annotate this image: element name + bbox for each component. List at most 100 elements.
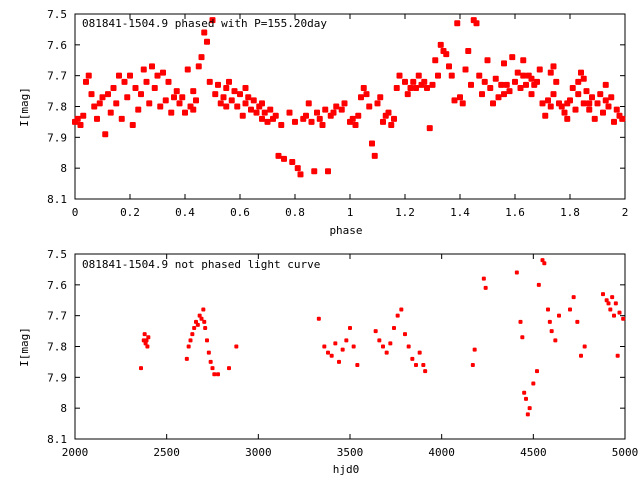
data-point [553, 338, 558, 343]
data-point [193, 97, 199, 104]
data-point [91, 103, 98, 110]
data-point [546, 307, 550, 312]
data-point [395, 313, 400, 318]
data-point [135, 106, 142, 113]
data-point [228, 97, 235, 104]
data-point [531, 381, 536, 386]
data-point [338, 106, 345, 113]
data-point [483, 285, 488, 290]
data-point [94, 115, 100, 122]
data-point [617, 310, 622, 315]
data-point [143, 78, 150, 85]
data-point [528, 75, 535, 82]
data-point [245, 94, 252, 101]
x-axis-ticks: 2000 2500 3000 3500 4000 4500 5000 [62, 254, 638, 459]
data-point [322, 106, 329, 113]
data-point [351, 344, 356, 349]
y-tick-label: 7.8 [47, 341, 67, 354]
data-point [145, 344, 150, 349]
data-point [99, 94, 106, 101]
data-point [501, 91, 507, 98]
data-point [267, 106, 274, 113]
data-point [173, 88, 180, 95]
data-point [209, 17, 216, 24]
data-point [201, 29, 208, 36]
data-point [432, 57, 439, 64]
data-point [242, 85, 249, 91]
data-point [402, 78, 408, 85]
data-point [619, 115, 626, 122]
data-point [518, 319, 523, 324]
data-point [527, 406, 532, 411]
data-point [600, 109, 606, 116]
x-tick-label: 2 [622, 206, 629, 219]
data-point [329, 353, 334, 358]
x-tick-label: 4500 [520, 446, 547, 459]
data-point [451, 97, 458, 104]
data-point [344, 338, 349, 343]
data-point [349, 115, 356, 122]
data-point [524, 396, 528, 401]
data-point [171, 94, 177, 101]
data-point [579, 353, 583, 358]
data-point [377, 338, 382, 343]
data-point [549, 329, 554, 334]
data-point [465, 48, 472, 54]
data-point [118, 115, 125, 122]
data-point [168, 109, 175, 116]
data-point [575, 91, 582, 98]
data-point [113, 100, 120, 107]
data-point [550, 91, 557, 98]
data-point [503, 81, 510, 88]
data-point [525, 412, 530, 417]
data-point [571, 295, 576, 300]
data-point [96, 100, 103, 107]
x-tick-label: 0.8 [285, 206, 305, 219]
data-point [487, 85, 494, 91]
data-point [197, 313, 202, 318]
data-point [558, 103, 565, 110]
data-point [355, 112, 362, 119]
data-point [606, 301, 611, 306]
data-point [597, 91, 604, 98]
data-point [414, 363, 418, 367]
data-point [586, 106, 593, 113]
data-point [490, 100, 496, 107]
data-point [564, 100, 571, 107]
data-point [140, 66, 147, 73]
data-point [586, 100, 593, 107]
data-point [470, 363, 475, 367]
data-point [540, 258, 545, 263]
data-point [231, 88, 238, 95]
data-point [602, 97, 609, 104]
data-point [348, 326, 352, 330]
data-point [547, 69, 554, 76]
data-point [520, 57, 527, 64]
data-point [459, 100, 466, 107]
data-point [495, 94, 502, 101]
data-point [611, 118, 617, 125]
data-point [316, 316, 321, 321]
data-point [192, 326, 197, 330]
x-tick-label: 3500 [337, 446, 364, 459]
data-point [564, 115, 571, 122]
data-point [190, 106, 197, 113]
data-point [481, 78, 488, 85]
data-point [392, 326, 396, 330]
data-point [242, 100, 249, 107]
y-tick-label: 7.9 [47, 371, 67, 384]
data-point [333, 341, 338, 346]
data-point [380, 118, 386, 125]
y-axis-label: I[mag] [18, 87, 31, 127]
data-point [608, 94, 615, 101]
data-point [604, 298, 609, 303]
data-point [583, 88, 590, 95]
data-point [582, 344, 587, 349]
data-point [472, 347, 477, 352]
x-tick-label: 2500 [153, 446, 180, 459]
data-point [215, 81, 221, 88]
data-point [403, 332, 407, 337]
data-point [127, 72, 133, 79]
data-point [308, 118, 315, 125]
